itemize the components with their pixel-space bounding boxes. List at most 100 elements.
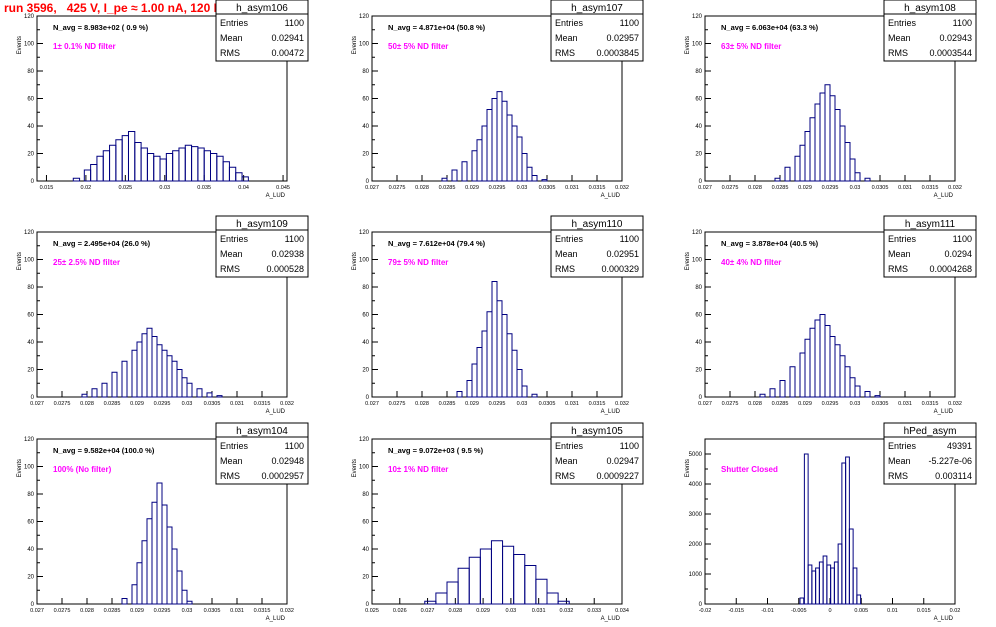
histogram-bin [819, 92, 826, 182]
y-tick-label: 0 [31, 179, 35, 185]
x-tick-label: 0.0305 [204, 401, 221, 407]
stats-label: Mean [220, 456, 243, 466]
stats-value: 1100 [285, 441, 304, 451]
histogram-bin [435, 592, 448, 605]
histogram-bin [127, 131, 136, 182]
histogram-bin [829, 336, 836, 398]
histogram-bin [176, 369, 183, 398]
histogram-bin [134, 142, 142, 182]
y-tick-label: 5000 [689, 452, 703, 458]
histogram-bin [779, 380, 786, 398]
histogram-bin [496, 300, 503, 398]
histogram-bin [799, 597, 805, 605]
histogram-name: h_asym111 [905, 219, 956, 230]
y-tick-label: 120 [359, 230, 370, 236]
histogram-bin [165, 153, 174, 182]
y-tick-label: 40 [27, 124, 34, 130]
x-tick-label: 0.0285 [439, 185, 456, 191]
histogram-panel-h_asym108: 0 20 40 60 80 100 120 0.027 0.0275 0.028 0.0285 0.0… [685, 0, 977, 199]
y-tick-label: 100 [359, 258, 370, 264]
stats-value: 0.0009227 [596, 471, 639, 481]
n-avg-label: N_avg = 9.582e+04 (100.0 %) [53, 446, 155, 455]
stats-label: RMS [888, 48, 908, 58]
x-axis-label: A_LUD [601, 193, 621, 199]
histogram-bin [161, 349, 168, 398]
stats-body-frame [215, 436, 309, 485]
histogram-bin [216, 155, 224, 182]
y-tick-label: 60 [695, 313, 702, 319]
y-tick-label: 80 [695, 285, 702, 291]
x-tick-label: -0.015 [728, 608, 744, 614]
y-tick-label: 1000 [689, 572, 703, 578]
histogram-bin [541, 179, 548, 182]
histogram-bin [864, 391, 871, 398]
histogram-bin [184, 144, 193, 182]
histogram-bin [822, 555, 828, 605]
histogram-bin [834, 109, 841, 182]
y-tick-label: 60 [362, 97, 369, 103]
stats-body-frame [550, 229, 644, 278]
stats-body-frame [883, 436, 977, 485]
x-tick-label: 0.031 [898, 401, 912, 407]
x-axis-label: A_LUD [934, 409, 954, 415]
histogram-bin [471, 150, 478, 182]
histogram-bin [486, 109, 493, 182]
x-tick-label: 0.0275 [722, 401, 739, 407]
x-tick-label: 0.005 [854, 608, 868, 614]
y-tick-label: 120 [24, 230, 35, 236]
histogram-bin [451, 169, 458, 182]
y-tick-label: 120 [24, 437, 35, 443]
x-tick-label: 0.0315 [254, 608, 271, 614]
y-axis-label: Events [17, 36, 23, 54]
x-tick-label: 0.027 [365, 185, 379, 191]
x-tick-label: 0.032 [560, 608, 574, 614]
stats-body-frame [883, 229, 977, 278]
x-tick-label: 0.0285 [772, 185, 789, 191]
histogram-bin [91, 388, 98, 398]
y-tick-label: 100 [359, 42, 370, 48]
x-tick-label: 0.028 [448, 608, 462, 614]
histogram-bin [153, 155, 161, 182]
histogram-bin [172, 150, 180, 182]
histogram-bin [176, 570, 183, 605]
stats-label: Entries [888, 18, 917, 28]
y-tick-label: 4000 [689, 482, 703, 488]
x-axis-label: A_LUD [934, 193, 954, 199]
y-tick-label: 60 [362, 520, 369, 526]
x-tick-label: 0.032 [280, 608, 294, 614]
y-tick-label: 40 [695, 340, 702, 346]
histogram-bin [109, 144, 117, 182]
histogram-bin [171, 548, 178, 605]
histogram-bin [166, 526, 173, 605]
histogram-bin [131, 584, 138, 605]
histogram-bin [210, 153, 218, 182]
histogram-bin [809, 327, 816, 398]
y-tick-label: 40 [27, 547, 34, 553]
histogram-bin [854, 172, 861, 182]
y-tick-label: 40 [362, 124, 369, 130]
stats-label: Mean [888, 456, 911, 466]
x-tick-label: 0.027 [365, 401, 379, 407]
x-tick-label: -0.02 [699, 608, 712, 614]
y-tick-label: 20 [27, 575, 34, 581]
stats-value: 1100 [620, 234, 639, 244]
histogram-bin [241, 176, 249, 182]
histogram-bin [814, 319, 821, 398]
histogram-bin [476, 347, 483, 398]
x-tick-label: 0.0295 [822, 185, 839, 191]
histogram-bin [841, 462, 847, 605]
histogram-bin [845, 456, 850, 605]
filter-note: 63± 5% ND filter [721, 42, 781, 51]
histogram-bin [811, 570, 817, 605]
y-tick-label: 80 [362, 285, 369, 291]
x-tick-label: 0.027 [698, 401, 712, 407]
x-tick-label: 0.025 [365, 608, 379, 614]
x-tick-label: 0.028 [415, 401, 429, 407]
y-tick-label: 40 [27, 340, 34, 346]
stats-value: 1100 [620, 441, 639, 451]
stats-label: Entries [888, 441, 917, 451]
histogram-bin [789, 366, 796, 398]
x-tick-label: 0.032 [948, 185, 962, 191]
x-tick-label: 0.032 [615, 401, 629, 407]
